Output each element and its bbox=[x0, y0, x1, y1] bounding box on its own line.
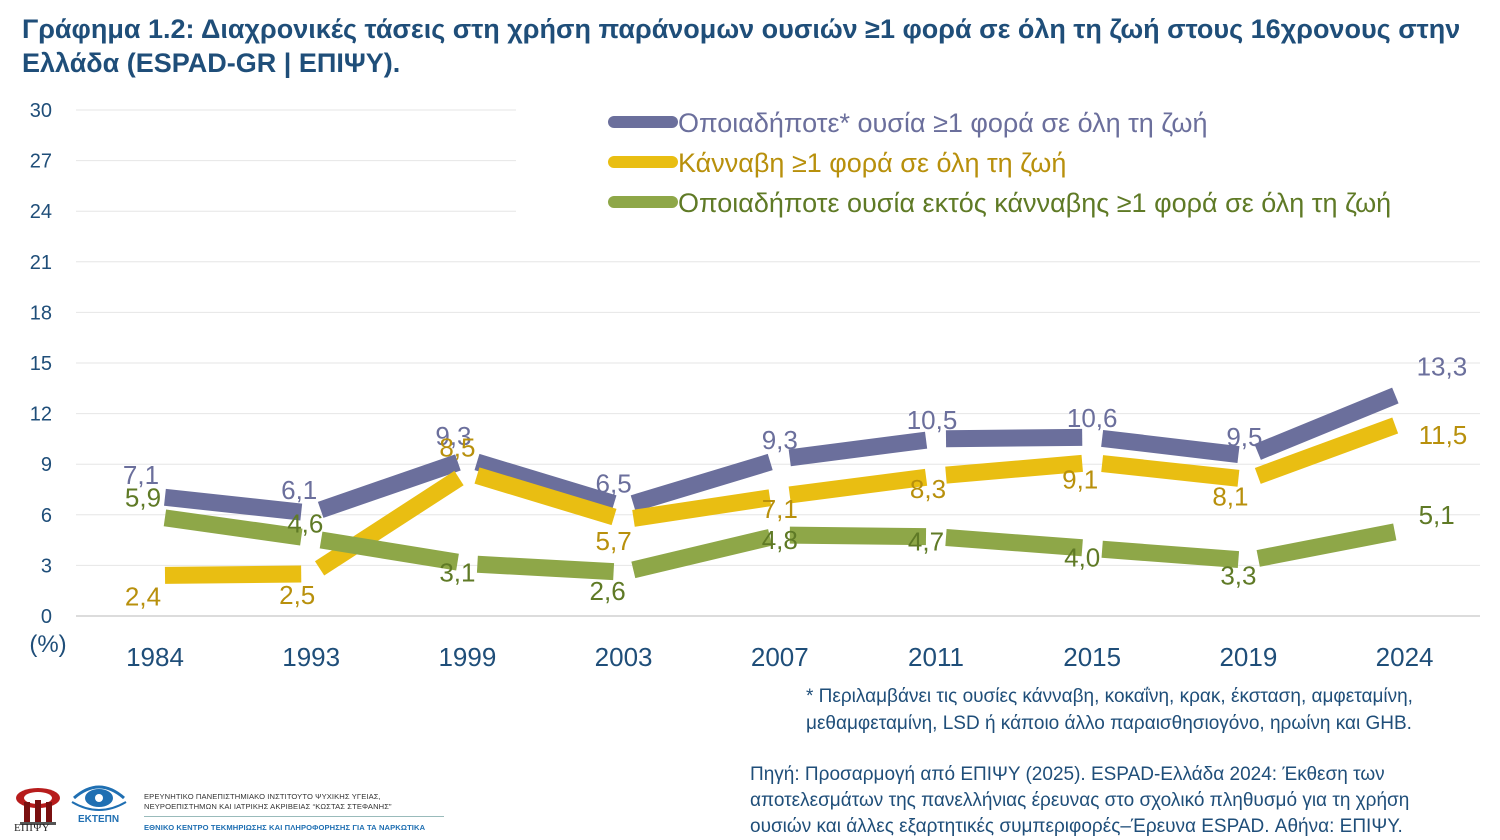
ektepn-full-name: ΕΘΝΙΚΟ ΚΕΝΤΡΟ ΤΕΚΜΗΡΙΩΣΗΣ ΚΑΙ ΠΛΗΡΟΦΟΡΗΣ… bbox=[144, 823, 426, 832]
data-label: 9,3 bbox=[435, 421, 471, 451]
series-line-segment bbox=[164, 565, 302, 584]
data-label: 7,1 bbox=[123, 460, 159, 490]
series-line-segment bbox=[163, 509, 303, 546]
y-tick-label: 21 bbox=[30, 252, 52, 274]
chart-title-text: Διαχρονικές τάσεις στη χρήση παράνομων ο… bbox=[22, 14, 1461, 78]
data-label: 7,1 bbox=[762, 494, 798, 524]
series-line-segment bbox=[476, 555, 615, 581]
data-label: 13,3 bbox=[1417, 352, 1468, 382]
footnote-line: * Περιλαμβάνει τις ουσίες κάνναβη, κοκαΐ… bbox=[806, 686, 1413, 707]
x-tick-label: 2003 bbox=[595, 642, 653, 672]
series-line-segment bbox=[317, 454, 461, 518]
ektepn-logo-label: ΕΚΤΕΠΝ bbox=[78, 814, 120, 825]
data-label: 5,9 bbox=[125, 482, 161, 512]
institute-name-line: ΝΕΥΡΟΕΠΙΣΤΗΜΩΝ ΚΑΙ ΙΑΤΡΙΚΗΣ ΑΚΡΙΒΕΙΑΣ “Κ… bbox=[144, 802, 392, 811]
series-line-segment bbox=[631, 529, 773, 579]
data-label: 9,3 bbox=[762, 425, 798, 455]
series-line-segment bbox=[788, 431, 928, 467]
data-label: 5,1 bbox=[1419, 500, 1455, 530]
source-note: Πηγή: Προσαρμογή από ΕΠΙΨΥ (2025). ESPAD… bbox=[750, 762, 1490, 840]
y-tick-label: 15 bbox=[30, 353, 52, 375]
series-line-segment bbox=[632, 489, 772, 527]
x-tick-label: 1993 bbox=[282, 642, 340, 672]
series-line-segment bbox=[1256, 523, 1397, 567]
series-line-segment bbox=[1101, 540, 1240, 569]
data-label: 9,1 bbox=[1062, 465, 1098, 495]
y-tick-label: 0 bbox=[41, 606, 52, 628]
footnote-line: μεθαμφεταμίνη, LSD ή κάποιο άλλο παραισθ… bbox=[806, 713, 1412, 734]
legend-label: Οποιαδήποτε* ουσία ≥1 φορά σε όλη τη ζωή bbox=[678, 108, 1208, 138]
series-line-segment bbox=[945, 529, 1083, 557]
y-tick-label: 9 bbox=[41, 454, 52, 476]
series-line-segment bbox=[1254, 387, 1399, 460]
epipsy-logo-label: ΕΠΙΨΥ bbox=[14, 822, 50, 834]
x-tick-label: 2024 bbox=[1376, 642, 1434, 672]
x-tick-label: 2015 bbox=[1063, 642, 1121, 672]
y-tick-label: 3 bbox=[41, 555, 52, 577]
y-tick-label: 24 bbox=[30, 201, 52, 223]
data-label: 2,6 bbox=[590, 576, 626, 606]
data-label: 4,7 bbox=[908, 527, 944, 557]
series-line-segment bbox=[474, 467, 617, 526]
data-label: 11,5 bbox=[1419, 420, 1468, 450]
series-line-segment bbox=[945, 454, 1083, 484]
source-line: αποτελεσμάτων της πανελλήνιας έρευνας στ… bbox=[750, 790, 1410, 811]
legend-label: Οποιαδήποτε ουσία εκτός κάνναβης ≥1 φορά… bbox=[678, 188, 1391, 218]
x-tick-label: 2007 bbox=[751, 642, 809, 672]
logos-strip: ΕΠΙΨΥ ΕΚΤΕΠΝ ΕΡΕΥΝΗΤΙΚΟ ΠΑΝΕΠΙΣΤΗΜΙΑΚΟ Ι… bbox=[6, 776, 476, 838]
data-label: 5,7 bbox=[596, 526, 632, 556]
institute-divider bbox=[144, 816, 444, 817]
legend-label: Κάνναβη ≥1 φορά σε όλη τη ζωή bbox=[678, 148, 1066, 178]
data-label: 2,4 bbox=[125, 582, 161, 612]
source-line: Πηγή: Προσαρμογή από ΕΠΙΨΥ (2025). ESPAD… bbox=[750, 764, 1385, 785]
series-line-segment bbox=[164, 488, 303, 521]
ektepn-logo-icon bbox=[71, 785, 127, 811]
chart-title: Γράφημα 1.2: Διαχρονικές τάσεις στη χρήσ… bbox=[22, 12, 1482, 80]
data-label: 8,3 bbox=[910, 474, 946, 504]
data-label: 4,0 bbox=[1064, 543, 1100, 573]
data-label: 6,1 bbox=[281, 475, 317, 505]
series-line-segment bbox=[474, 453, 617, 512]
series-line-segment bbox=[789, 526, 927, 546]
data-label: 4,8 bbox=[762, 525, 798, 555]
data-label: 9,5 bbox=[1226, 422, 1262, 452]
data-label: 8,5 bbox=[439, 433, 475, 463]
series-line-segment bbox=[945, 428, 1083, 448]
epipsy-logo-icon bbox=[16, 788, 60, 825]
series-line-segment bbox=[1254, 417, 1399, 484]
x-tick-label: 1984 bbox=[126, 642, 184, 672]
data-label: 6,5 bbox=[596, 468, 632, 498]
line-chart: 0 3 6 9 12 15 18 21 24 27 30 (%) 1984 1993 1999 2003 200… bbox=[29, 100, 1480, 672]
data-label: 3,1 bbox=[439, 558, 475, 588]
x-tick-label: 2019 bbox=[1219, 642, 1277, 672]
chart-title-prefix: Γράφημα 1.2: bbox=[22, 14, 195, 44]
series-line-segment bbox=[319, 531, 459, 571]
data-label: 2,5 bbox=[279, 580, 315, 610]
y-axis-label: (%) bbox=[29, 631, 66, 658]
y-tick-label: 18 bbox=[30, 302, 52, 324]
series-line-segment bbox=[630, 453, 773, 512]
series-line-segment bbox=[314, 470, 464, 576]
source-line: ουσιών και άλλες εξαρτητικές συμπεριφορέ… bbox=[750, 816, 1403, 837]
data-label: 4,6 bbox=[287, 508, 323, 538]
series-line-segment bbox=[788, 468, 928, 504]
y-tick-label: 12 bbox=[30, 404, 52, 426]
x-tick-label: 1999 bbox=[438, 642, 496, 672]
data-label: 8,1 bbox=[1212, 481, 1248, 511]
y-tick-label: 27 bbox=[30, 151, 52, 173]
footnote: * Περιλαμβάνει τις ουσίες κάνναβη, κοκαΐ… bbox=[806, 683, 1496, 737]
data-label: 10,6 bbox=[1067, 403, 1118, 433]
series-line-segment bbox=[1101, 455, 1240, 487]
y-tick-label: 30 bbox=[30, 100, 52, 122]
data-label: 3,3 bbox=[1220, 560, 1256, 590]
data-label: 10,5 bbox=[907, 405, 958, 435]
institute-name-line: ΕΡΕΥΝΗΤΙΚΟ ΠΑΝΕΠΙΣΤΗΜΙΑΚΟ ΙΝΣΤΙΤΟΥΤΟ ΨΥΧ… bbox=[144, 792, 381, 801]
y-tick-label: 6 bbox=[41, 505, 52, 527]
x-tick-label: 2011 bbox=[908, 642, 964, 672]
series-line-segment bbox=[1101, 429, 1240, 464]
